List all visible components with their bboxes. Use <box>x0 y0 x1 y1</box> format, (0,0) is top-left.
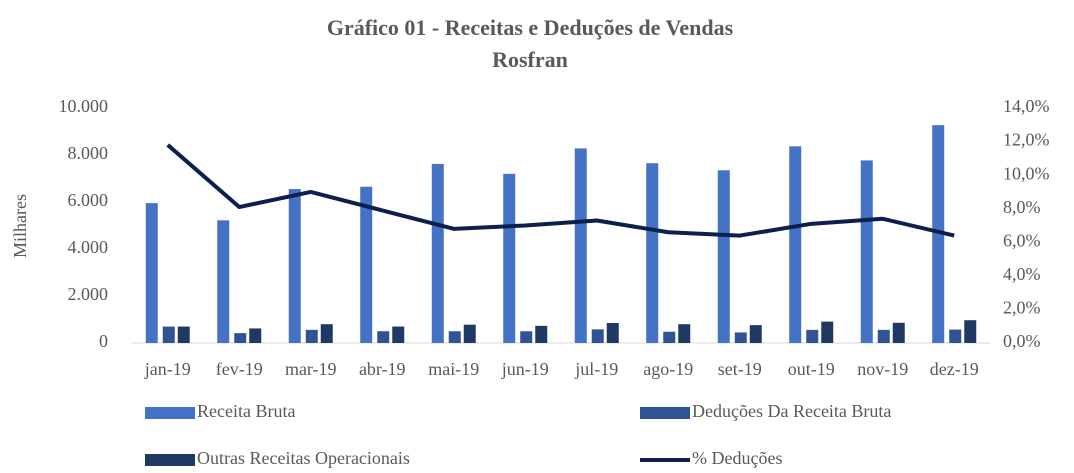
chart-title: Rosfran <box>492 47 568 72</box>
bar <box>431 163 444 343</box>
bar <box>162 326 175 343</box>
x-tick-label: set-19 <box>718 359 762 379</box>
bar <box>663 331 676 343</box>
bar <box>305 329 318 343</box>
bar <box>860 160 873 343</box>
bar <box>249 328 262 343</box>
y2-tick-label: 8,0% <box>1003 197 1041 217</box>
y2-tick-label: 6,0% <box>1003 230 1041 250</box>
y-tick-label: 0 <box>99 331 108 351</box>
bar <box>606 323 619 343</box>
legend-label: Deduções Da Receita Bruta <box>692 401 891 421</box>
y2-tick-label: 14,0% <box>1003 96 1050 116</box>
y2-tick-label: 4,0% <box>1003 264 1041 284</box>
bar <box>717 170 730 343</box>
y-tick-label: 10.000 <box>59 96 109 116</box>
y-tick-label: 2.000 <box>68 284 109 304</box>
y-axis-label: Milhares <box>10 194 30 258</box>
legend-swatch <box>145 407 195 419</box>
bar <box>949 329 962 343</box>
bar <box>360 186 373 343</box>
x-tick-label: fev-19 <box>216 359 263 379</box>
x-tick-label: jan-19 <box>144 359 191 379</box>
bar <box>574 148 587 343</box>
y-tick-label: 8.000 <box>68 143 109 163</box>
bar <box>734 332 747 343</box>
x-tick-label: out-19 <box>788 359 835 379</box>
bar <box>320 324 333 343</box>
bar <box>789 146 802 343</box>
bar <box>503 173 516 343</box>
y-tick-label: 4.000 <box>68 237 109 257</box>
bar <box>678 324 691 343</box>
x-tick-label: nov-19 <box>857 359 908 379</box>
line-series <box>166 143 955 238</box>
y-tick-label: 6.000 <box>68 190 109 210</box>
bar <box>892 322 905 343</box>
bar <box>177 326 190 343</box>
bar <box>377 331 390 343</box>
bar <box>821 321 834 343</box>
bar <box>288 189 301 343</box>
bar <box>932 125 945 343</box>
bar <box>234 333 247 343</box>
x-tick-label: jun-19 <box>501 359 549 379</box>
legend-swatch <box>145 454 195 466</box>
y2-tick-label: 12,0% <box>1003 130 1050 150</box>
bar <box>964 320 977 343</box>
bar <box>463 324 476 343</box>
bar <box>392 326 405 343</box>
bar <box>217 220 230 343</box>
bar <box>591 329 604 343</box>
bar <box>877 329 890 343</box>
bar <box>520 331 533 343</box>
legend-swatch <box>640 407 690 419</box>
bar <box>646 163 659 343</box>
x-tick-label: jul-19 <box>574 359 618 379</box>
x-tick-label: mai-19 <box>428 359 479 379</box>
x-tick-label: mar-19 <box>285 359 337 379</box>
y2-tick-label: 0,0% <box>1003 331 1041 351</box>
x-tick-label: dez-19 <box>930 359 979 379</box>
legend-label: % Deduções <box>692 448 782 468</box>
bar <box>145 203 158 343</box>
legend-label: Outras Receitas Operacionais <box>197 448 410 468</box>
chart-title: Gráfico 01 - Receitas e Deduções de Vend… <box>327 15 734 40</box>
bar <box>806 329 819 343</box>
bar <box>749 325 762 343</box>
bar <box>535 325 548 343</box>
bar <box>448 331 461 343</box>
x-tick-label: ago-19 <box>643 359 693 379</box>
legend-label: Receita Bruta <box>197 401 295 421</box>
y2-tick-label: 10,0% <box>1003 163 1050 183</box>
y2-tick-label: 2,0% <box>1003 298 1041 318</box>
x-tick-label: abr-19 <box>359 359 406 379</box>
